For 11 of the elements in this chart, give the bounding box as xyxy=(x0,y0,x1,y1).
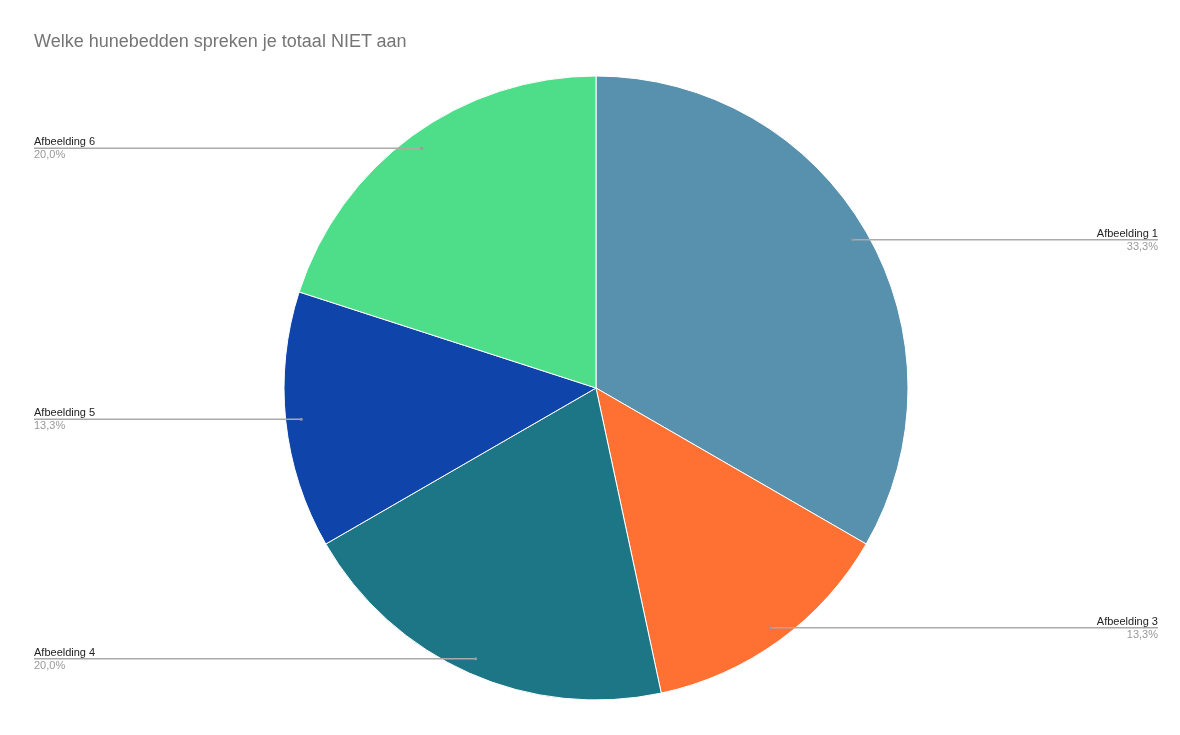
slice-label: Afbeelding 3 xyxy=(1096,614,1158,627)
data-label: 13,3% xyxy=(1126,627,1159,640)
data-label: 33,3% xyxy=(1126,239,1159,252)
slice-label: Afbeelding 4 xyxy=(34,645,96,658)
chart-title: Welke hunebedden spreken je totaal NIET aan xyxy=(34,31,407,51)
data-label: 20,0% xyxy=(34,148,66,161)
data-label: 13,3% xyxy=(34,419,66,432)
slice-label: Afbeelding 5 xyxy=(34,406,96,419)
slice-label: Afbeelding 1 xyxy=(1096,226,1158,239)
slice-label: Afbeelding 6 xyxy=(34,135,96,148)
data-label: 20,0% xyxy=(34,658,66,671)
